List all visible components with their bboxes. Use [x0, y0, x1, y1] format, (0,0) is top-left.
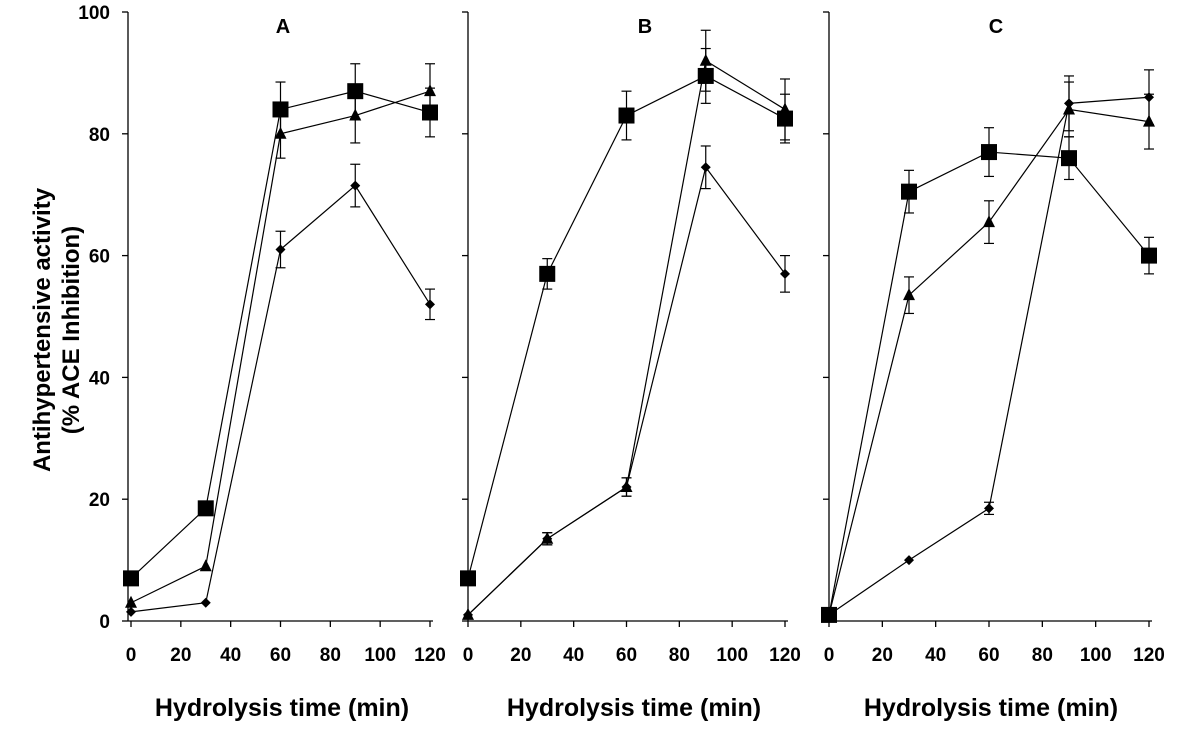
series-diamond	[824, 69, 1154, 620]
data-point-diamond	[200, 597, 211, 608]
data-point-diamond	[984, 503, 994, 514]
x-tick-label: 60	[978, 645, 999, 666]
series-line	[467, 75, 786, 579]
series-line	[130, 90, 431, 579]
x-tick-label: 120	[414, 645, 446, 666]
data-point-diamond	[904, 555, 914, 566]
data-point-diamond	[126, 606, 136, 617]
y-tick-label: 20	[89, 490, 110, 511]
x-tick-label: 120	[769, 645, 801, 666]
series-square	[460, 47, 793, 587]
panels: 0 20 40 60 80 100 120 A Hydrolysis time (min) 0 20…	[122, 11, 1165, 722]
series-diamond	[463, 145, 790, 620]
y-tick-label: 40	[89, 368, 110, 389]
x-tick-label: 80	[320, 645, 341, 666]
y-axis-title-line2: (% ACE Inhibition)	[58, 226, 85, 434]
data-point-square	[1061, 150, 1077, 167]
data-point-triangle	[699, 53, 712, 66]
panel-title: A	[276, 16, 290, 38]
y-axis: 0 20 40 60 80 100	[78, 3, 110, 633]
data-point-square	[197, 500, 214, 517]
data-point-diamond	[425, 299, 435, 310]
x-tick-label: 100	[716, 645, 748, 666]
panel-c: 0 20 40 60 80 100 120 C Hydrolysis time (min)	[821, 11, 1165, 722]
x-tick-label: 20	[170, 645, 191, 666]
data-point-square	[981, 144, 997, 161]
series-diamond	[126, 163, 435, 617]
x-tick-label: 80	[1032, 645, 1053, 666]
x-tick-label: 0	[824, 645, 835, 666]
data-point-diamond	[621, 482, 632, 493]
x-tick-label: 80	[669, 645, 690, 666]
x-tick-label: 60	[616, 645, 637, 666]
x-tick-label: 0	[126, 645, 137, 666]
series-line	[130, 90, 431, 604]
data-point-diamond	[463, 609, 473, 620]
data-point-diamond	[1144, 92, 1154, 103]
x-tick-label: 40	[563, 645, 584, 666]
data-point-triangle	[779, 102, 791, 115]
x-axis-title: Hydrolysis time (min)	[864, 694, 1118, 722]
data-point-diamond	[350, 180, 361, 191]
data-point-square	[539, 265, 556, 282]
panel-title: C	[989, 16, 1003, 38]
panel-b: 0 20 40 60 80 100 120 B Hydrolysis time (min)	[460, 11, 801, 722]
x-tick-label: 100	[364, 645, 396, 666]
data-point-triangle	[903, 288, 915, 301]
y-tick-label: 100	[78, 3, 110, 24]
data-point-square	[123, 570, 139, 587]
data-point-diamond	[780, 268, 790, 279]
data-point-square	[460, 570, 476, 587]
x-axis-title: Hydrolysis time (min)	[155, 694, 409, 722]
data-point-diamond	[275, 244, 286, 255]
x-tick-label: 60	[270, 645, 291, 666]
x-axis-title: Hydrolysis time (min)	[507, 694, 761, 722]
x-tick-label: 20	[510, 645, 531, 666]
data-point-triangle	[199, 559, 212, 572]
data-point-square	[1141, 247, 1157, 264]
y-tick-label: 60	[89, 247, 110, 268]
x-tick-label: 100	[1080, 645, 1112, 666]
data-point-triangle	[983, 215, 995, 228]
data-point-triangle	[349, 108, 362, 121]
y-tick-label: 80	[89, 125, 110, 146]
y-axis-title-line1: Antihypertensive activity	[29, 187, 56, 472]
panel-title: B	[638, 16, 652, 38]
x-tick-label: 40	[220, 645, 241, 666]
data-point-square	[618, 107, 635, 124]
x-tick-label: 20	[872, 645, 893, 666]
series-line	[467, 165, 786, 616]
panel-a: 0 20 40 60 80 100 120 A Hydrolysis time (min)	[122, 11, 446, 722]
series-line	[467, 59, 786, 616]
data-point-diamond	[824, 609, 834, 620]
data-point-triangle	[125, 595, 137, 608]
data-point-diamond	[700, 162, 711, 173]
x-tick-label: 40	[925, 645, 946, 666]
data-point-diamond	[542, 533, 553, 544]
x-tick-label: 0	[463, 645, 474, 666]
data-point-triangle	[274, 126, 287, 139]
series-triangle	[125, 63, 436, 608]
y-tick-label: 0	[99, 612, 110, 633]
data-point-diamond	[1064, 98, 1074, 109]
data-point-triangle	[424, 84, 436, 97]
data-point-square	[901, 183, 917, 200]
x-tick-label: 120	[1133, 645, 1165, 666]
